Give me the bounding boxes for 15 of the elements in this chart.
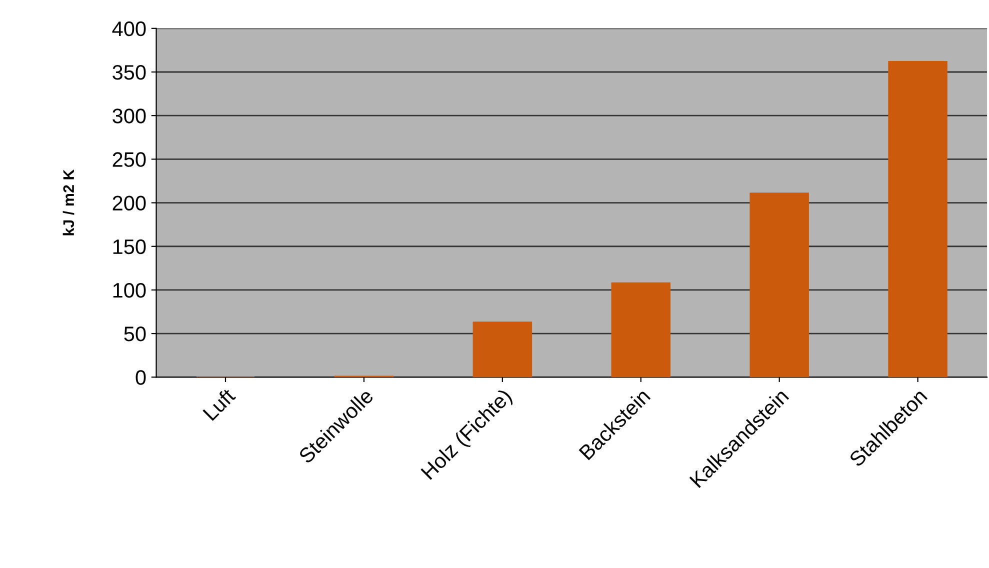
y-tick-label: 200 — [112, 196, 146, 211]
y-tick-label: 300 — [112, 108, 146, 124]
y-axis-title: kJ / m2 K — [62, 169, 74, 236]
y-tick-label: 350 — [112, 64, 146, 80]
bar — [750, 192, 809, 378]
y-tick-label: 150 — [113, 239, 146, 254]
bar — [472, 322, 532, 378]
y-tick-label: 250 — [112, 152, 146, 167]
bar — [611, 282, 671, 378]
y-tick-label: 100 — [113, 282, 146, 298]
bar — [888, 60, 948, 378]
x-tick-label: Luft — [202, 386, 236, 422]
y-tick-label: 400 — [112, 21, 146, 36]
y-tick-label: 50 — [124, 326, 146, 342]
y-tick-label: 0 — [136, 370, 146, 385]
